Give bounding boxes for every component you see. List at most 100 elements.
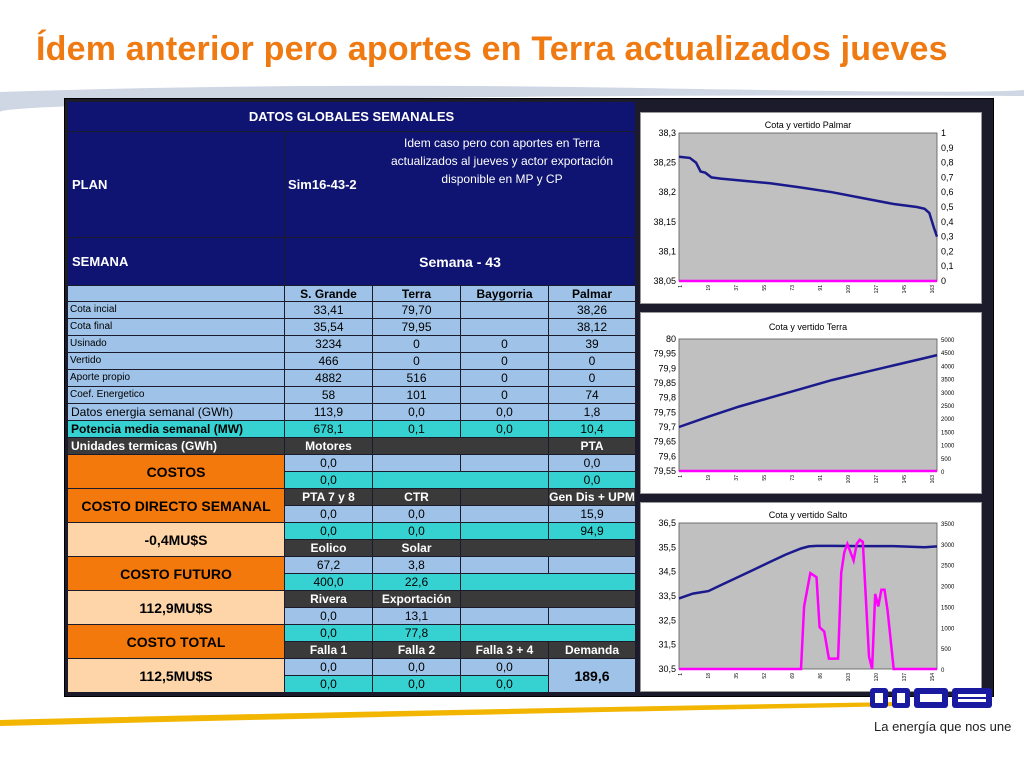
- blank-cell: [461, 455, 549, 472]
- y-tick-label: 38,05: [653, 276, 676, 286]
- column-header-terra: Terra: [373, 286, 461, 302]
- y-tick-label: 30,5: [658, 664, 676, 674]
- plan-value: Sim16-43-2: [285, 132, 636, 238]
- semana-label: SEMANA: [68, 238, 285, 286]
- x-tick-label: 69: [790, 673, 796, 679]
- row-label: Vertido: [68, 353, 285, 370]
- row-label: Aporte propio: [68, 370, 285, 387]
- export-label: Exportación: [373, 591, 461, 608]
- costo-directo-value: -0,4MU$S: [68, 523, 285, 557]
- costo-directo-label: COSTO DIRECTO SEMANAL: [68, 489, 285, 523]
- table-header: DATOS GLOBALES SEMANALES: [68, 102, 636, 132]
- y-tick-label: 38,1: [658, 246, 676, 256]
- table-cell: 0,0: [373, 676, 461, 693]
- falla1-label: Falla 1: [285, 642, 373, 659]
- blank-cell: [461, 506, 549, 523]
- y2-tick-label: 0: [941, 470, 945, 476]
- x-tick-label: 1: [678, 673, 684, 676]
- table-cell: 0,0: [373, 404, 461, 421]
- table-cell: 678,1: [285, 421, 373, 438]
- x-tick-label: 55: [762, 475, 768, 481]
- costo-futuro-label: COSTO FUTURO: [68, 557, 285, 591]
- y2-tick-label: 0,5: [941, 202, 954, 212]
- column-header-blank: [68, 286, 285, 302]
- costo-futuro-value: 112,9MU$S: [68, 591, 285, 625]
- table-cell: 38,26: [549, 302, 636, 319]
- x-tick-label: 1: [678, 285, 684, 288]
- blank-cell: [461, 608, 549, 625]
- table-cell: [461, 319, 549, 336]
- y2-tick-label: 1500: [941, 430, 955, 436]
- rivera-label: Rivera: [285, 591, 373, 608]
- x-tick-label: 55: [762, 285, 768, 291]
- y-tick-label: 79,85: [653, 378, 676, 388]
- x-tick-label: 163: [930, 475, 936, 484]
- x-tick-label: 145: [902, 475, 908, 484]
- series-line-cota: [678, 155, 939, 238]
- y-tick-label: 33,5: [658, 591, 676, 601]
- x-tick-label: 1: [678, 475, 684, 478]
- y2-tick-label: 3000: [941, 391, 955, 397]
- x-tick-label: 154: [930, 673, 936, 682]
- potencia-label: Potencia media semanal (MW): [68, 421, 285, 438]
- y2-tick-label: 3000: [941, 543, 955, 549]
- y2-tick-label: 0: [941, 668, 945, 674]
- solar-label: Solar: [373, 540, 461, 557]
- table-cell: 33,41: [285, 302, 373, 319]
- series-line-cota: [678, 544, 938, 600]
- y-tick-label: 79,75: [653, 407, 676, 417]
- table-cell: 0: [461, 370, 549, 387]
- falla34-label: Falla 3 + 4: [461, 642, 549, 659]
- x-tick-label: 145: [902, 285, 908, 294]
- table-cell: 400,0: [285, 574, 373, 591]
- x-tick-label: 91: [818, 285, 824, 291]
- chart-palmar-svg: Cota y vertido Palmar 38,3 38,25 38,2 38,15 3…: [653, 120, 954, 294]
- table-cell: 0: [549, 353, 636, 370]
- x-tick-label: 103: [846, 673, 852, 682]
- costos-label: COSTOS: [68, 455, 285, 489]
- table-cell: 22,6: [373, 574, 461, 591]
- y2-tick-label: 500: [941, 457, 952, 463]
- y-tick-label: 36,5: [658, 518, 676, 528]
- blank-cell: [373, 438, 549, 455]
- table-cell: 79,95: [373, 319, 461, 336]
- x-tick-label: 18: [706, 673, 712, 679]
- y-tick-label: 79,9: [658, 363, 676, 373]
- y-tick-label: 38,3: [658, 128, 676, 138]
- y-tick-label: 34,5: [658, 567, 676, 577]
- x-tick-label: 127: [874, 285, 880, 294]
- chart-salto: Cota y vertido Salto 36,5 35,5 34,5 33,5 32,5…: [640, 502, 982, 692]
- table-cell: 0,0: [461, 659, 549, 676]
- column-header-palmar: Palmar: [549, 286, 636, 302]
- x-tick-label: 73: [790, 285, 796, 291]
- energia-label: Datos energia semanal (GWh): [68, 404, 285, 421]
- chart-title: Cota y vertido Palmar: [765, 120, 852, 130]
- demanda-value: 189,6: [549, 659, 636, 693]
- table-cell: 1,8: [549, 404, 636, 421]
- plot-area: [678, 132, 938, 282]
- blank-cell: [461, 591, 636, 608]
- table-cell: 0,0: [285, 676, 373, 693]
- row-label: Cota final: [68, 319, 285, 336]
- blank-cell: [549, 608, 636, 625]
- y-tick-label: 79,95: [653, 349, 676, 359]
- x-tick-label: 163: [930, 285, 936, 294]
- y2-tick-label: 0,1: [941, 261, 954, 271]
- plan-description: Idem caso pero con aportes en Terra actu…: [390, 136, 614, 186]
- x-tick-label: 120: [874, 673, 880, 682]
- blank-cell: [461, 574, 636, 591]
- table-cell: 0,0: [549, 455, 636, 472]
- chart-salto-svg: Cota y vertido Salto 36,5 35,5 34,5 33,5 32,5…: [658, 510, 955, 682]
- y2-tick-label: 2500: [941, 404, 955, 410]
- table-cell: 516: [373, 370, 461, 387]
- table-cell: 0: [461, 353, 549, 370]
- y2-tick-label: 500: [941, 647, 952, 653]
- gendis-label: Gen Dis + UPM: [549, 489, 636, 506]
- table-cell: 101: [373, 387, 461, 404]
- chart-terra: Cota y vertido Terra 80 79,95 79,9 79,85 79,8…: [640, 312, 982, 494]
- chart-palmar: Cota y vertido Palmar 38,3 38,25 38,2 38,15 3…: [640, 112, 982, 304]
- column-header-baygorria: Baygorria: [461, 286, 549, 302]
- x-tick-label: 137: [902, 673, 908, 682]
- row-label: Usinado: [68, 336, 285, 353]
- chart-terra-svg: Cota y vertido Terra 80 79,95 79,9 79,85 79,8…: [653, 322, 955, 484]
